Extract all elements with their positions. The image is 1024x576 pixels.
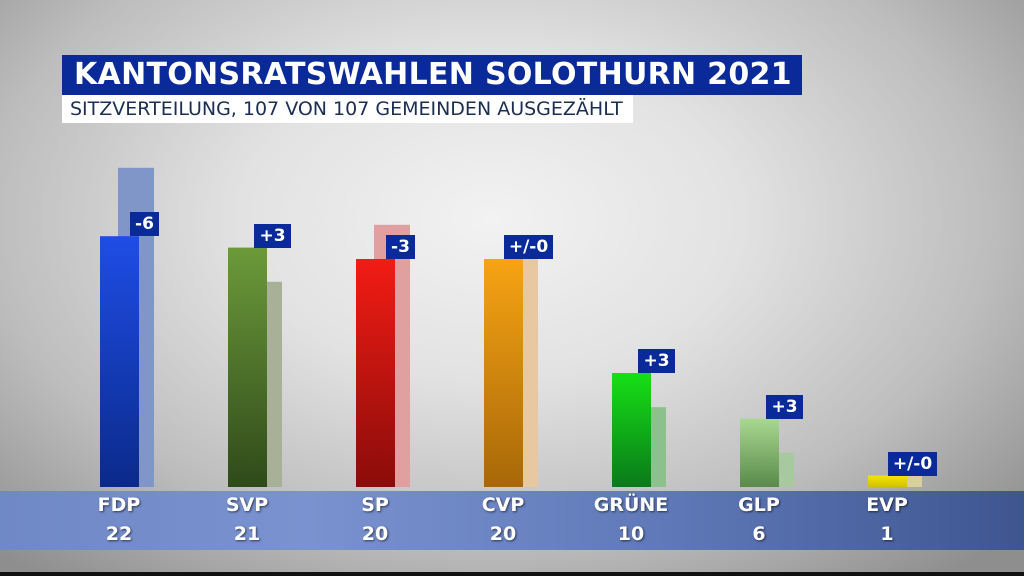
value-label: 20 [489,523,517,545]
chart-title: KANTONSRATSWAHLEN SOLOTHURN 2021 [62,55,802,95]
category-label: CVP [481,494,525,516]
category-label: GRÜNE [593,494,669,516]
bar-current-sp [356,259,395,487]
value-label: 22 [105,523,133,545]
category-label: FDP [97,494,141,516]
change-badge: +3 [766,394,803,419]
bar-current-svp [228,247,267,487]
category-band [0,491,1024,550]
value-label: 21 [233,523,261,545]
value-label: 6 [752,523,766,545]
value-label: 20 [361,523,389,545]
bar-current-grüne [612,373,651,487]
change-badge: +/-0 [503,235,554,259]
change-badge: -6 [130,212,159,237]
category-label: GLP [738,494,780,516]
category-label: EVP [866,494,908,516]
bar-current-fdp [100,236,139,487]
change-badge: +/-0 [887,451,938,476]
change-badge: -3 [386,235,415,259]
change-badge: +3 [638,349,675,373]
bottom-edge [0,572,1024,576]
category-label: SVP [225,494,269,516]
bar-current-glp [740,418,779,487]
bar-current-cvp [484,259,523,487]
category-label: SP [361,494,389,516]
change-badge: +3 [254,223,291,248]
chart-subtitle: SITZVERTEILUNG, 107 VON 107 GEMEINDEN AU… [62,95,633,123]
bar-current-evp [868,475,907,487]
value-label: 10 [617,523,645,545]
value-label: 1 [880,523,894,545]
